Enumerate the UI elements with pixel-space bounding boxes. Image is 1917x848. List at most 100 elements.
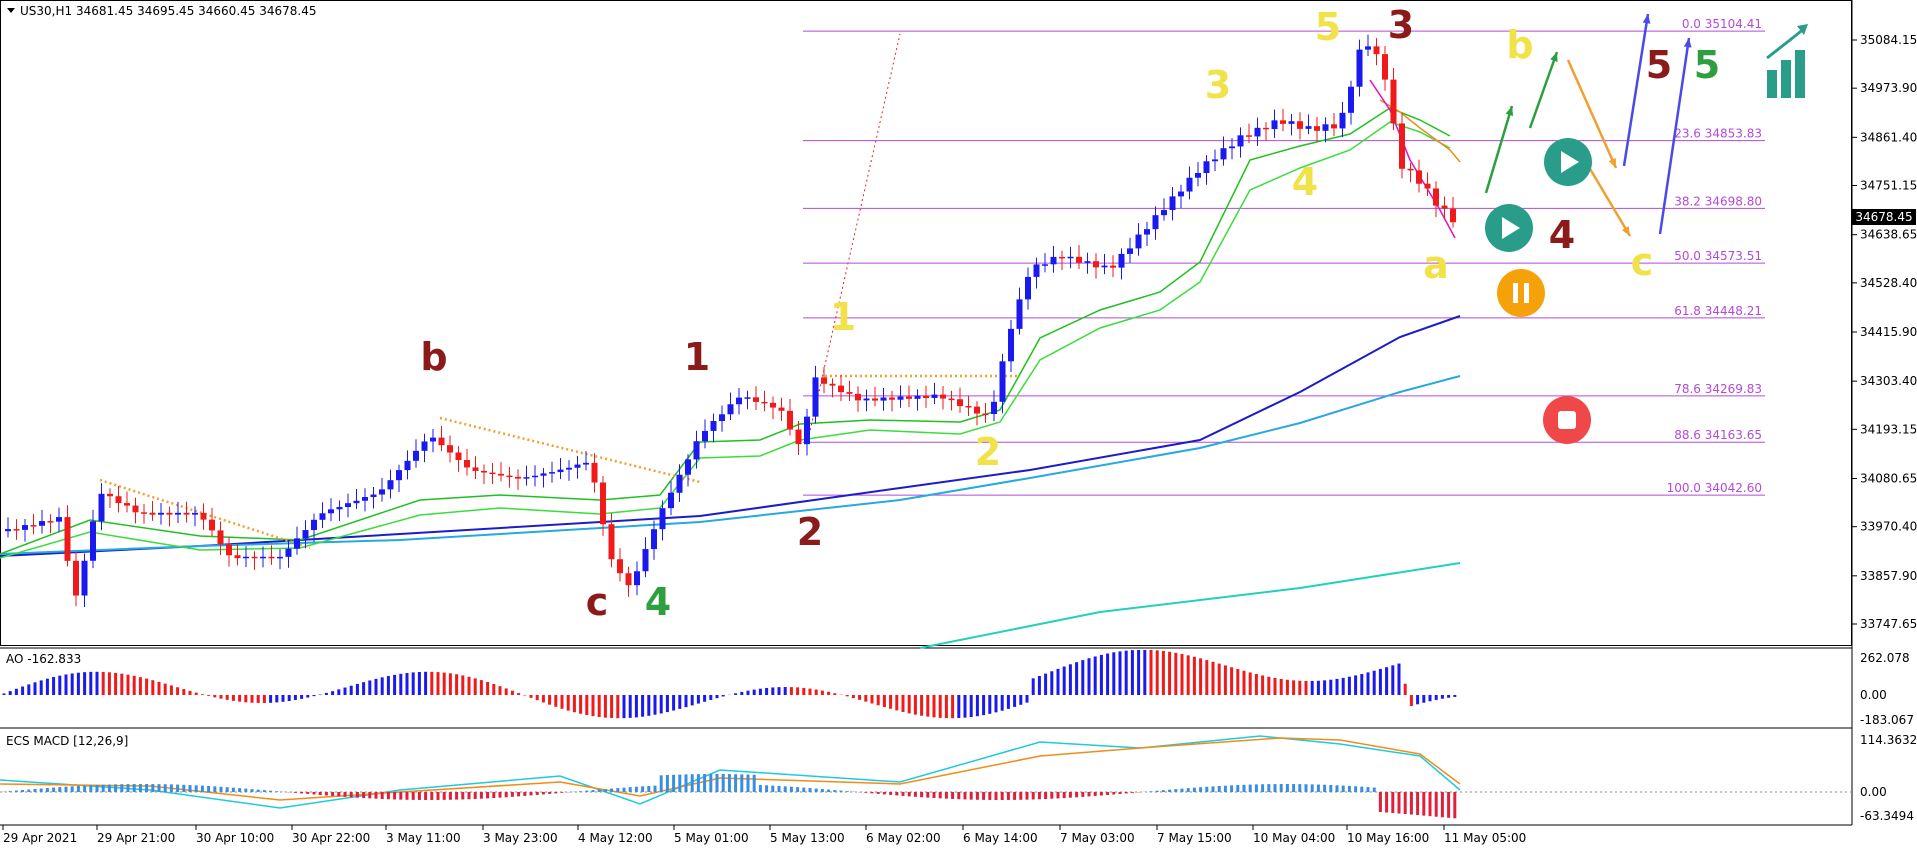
forecast-arrow [1566, 59, 1618, 169]
candle-body [277, 556, 283, 559]
candle-body [107, 493, 113, 497]
candle-body [1101, 265, 1108, 268]
ohlc-readout: 34681.45 34695.45 34660.45 34678.45 [76, 4, 316, 18]
wave-label: 2 [797, 510, 823, 554]
ao-tick-label: 0.00 [1860, 688, 1887, 702]
candle-body [1186, 177, 1193, 192]
play-icon [1561, 151, 1579, 173]
candle-body [838, 385, 844, 393]
y-tick-label: 33857.90 [1860, 569, 1917, 583]
y-tick-label: 35084.15 [1860, 33, 1917, 47]
candle-body [81, 560, 88, 596]
candle-body [804, 416, 810, 445]
candle-body [608, 524, 615, 560]
candle-body [353, 500, 360, 504]
candle-body [1407, 168, 1414, 171]
macd-tick-label: 0.00 [1860, 785, 1887, 799]
fib-level-label: 100.0 34042.60 [1667, 481, 1762, 495]
candle-body [1246, 135, 1252, 137]
pause-button[interactable] [1497, 269, 1545, 317]
candle-body [328, 509, 334, 514]
candle-body [1161, 210, 1167, 216]
arrow-head [1621, 226, 1630, 236]
candle-body [897, 396, 904, 400]
candle-body [362, 497, 368, 501]
candle-body [600, 482, 606, 525]
candle-body [736, 397, 742, 405]
x-tick-label: 30 Apr 10:00 [196, 831, 274, 845]
candle-body [1152, 215, 1159, 230]
candle-body [166, 512, 173, 515]
ao-pane: 262.078 0.00 -183.067 [2, 650, 1914, 727]
candle-body [64, 517, 71, 561]
arrow-head [1608, 158, 1616, 168]
forecast-arrow [1622, 13, 1650, 167]
candle-body [447, 445, 453, 453]
candle-body [430, 437, 436, 442]
candle-body [532, 475, 538, 478]
play-button-2[interactable] [1544, 138, 1592, 186]
candle-body [1118, 253, 1125, 268]
y-tick-label: 34751.15 [1860, 179, 1917, 193]
wave-label: 1 [684, 335, 710, 379]
ao-tick-label: 262.078 [1860, 651, 1910, 665]
wave-label: 2 [975, 430, 1001, 474]
candle-body [659, 508, 666, 530]
x-tick-label: 10 May 04:00 [1253, 831, 1335, 845]
macd-signal-line [0, 737, 1461, 801]
candle-body [132, 505, 139, 513]
fib-level-label: 50.0 34573.51 [1674, 249, 1762, 263]
candle-body [285, 548, 292, 557]
y-tick-label: 34528.40 [1860, 276, 1917, 290]
x-tick-label: 10 May 16:00 [1347, 831, 1429, 845]
candle-body [999, 361, 1006, 402]
candle-body [931, 394, 938, 398]
candle-body [404, 460, 411, 471]
macd-tick-label: 114.3632 [1860, 733, 1917, 747]
candle-body [1127, 248, 1133, 254]
candle-body [115, 496, 122, 504]
stop-button[interactable] [1543, 396, 1591, 444]
candle-body [1373, 46, 1380, 55]
candle-body [90, 521, 96, 561]
candle-body [787, 410, 793, 430]
x-tick-label: 30 Apr 22:00 [292, 831, 370, 845]
candle-body [863, 398, 870, 401]
candle-body [753, 397, 759, 402]
candle-body [124, 503, 130, 506]
candle-body [489, 472, 496, 475]
arrow-head [1550, 52, 1558, 62]
candle-body [1042, 264, 1048, 266]
candle-body [778, 407, 785, 411]
wave-label: 3 [1205, 63, 1231, 107]
dropdown-icon[interactable] [7, 8, 15, 13]
candle-body [311, 519, 317, 531]
candle-body [56, 517, 62, 522]
candle-body [948, 398, 955, 401]
candle-body [940, 394, 946, 399]
candle-body [39, 521, 45, 526]
x-tick-label: 29 Apr 2021 [3, 831, 77, 845]
x-tick-label: 7 May 03:00 [1060, 831, 1135, 845]
candle-body [676, 474, 683, 493]
symbol-label: US30,H1 [20, 4, 72, 18]
stop-icon [1558, 411, 1576, 429]
candle-body [1288, 121, 1295, 124]
x-tick-label: 5 May 01:00 [674, 831, 749, 845]
x-tick-label: 5 May 13:00 [770, 831, 845, 845]
fib-level-label: 78.6 34269.83 [1674, 382, 1762, 396]
sma-long-line [919, 562, 1461, 649]
ema-slow-line [0, 121, 1451, 559]
play-button-1[interactable] [1485, 204, 1533, 252]
chart-growth-icon [1766, 24, 1808, 98]
candle-body [668, 492, 674, 509]
wave-label: 5 [1694, 43, 1720, 87]
wave-label: b [1506, 23, 1533, 67]
candle-body [1220, 148, 1227, 160]
candle-body [387, 480, 394, 490]
main-pane-frame [0, 0, 1852, 646]
x-tick-label: 3 May 11:00 [386, 831, 461, 845]
candle-body [1144, 229, 1150, 235]
